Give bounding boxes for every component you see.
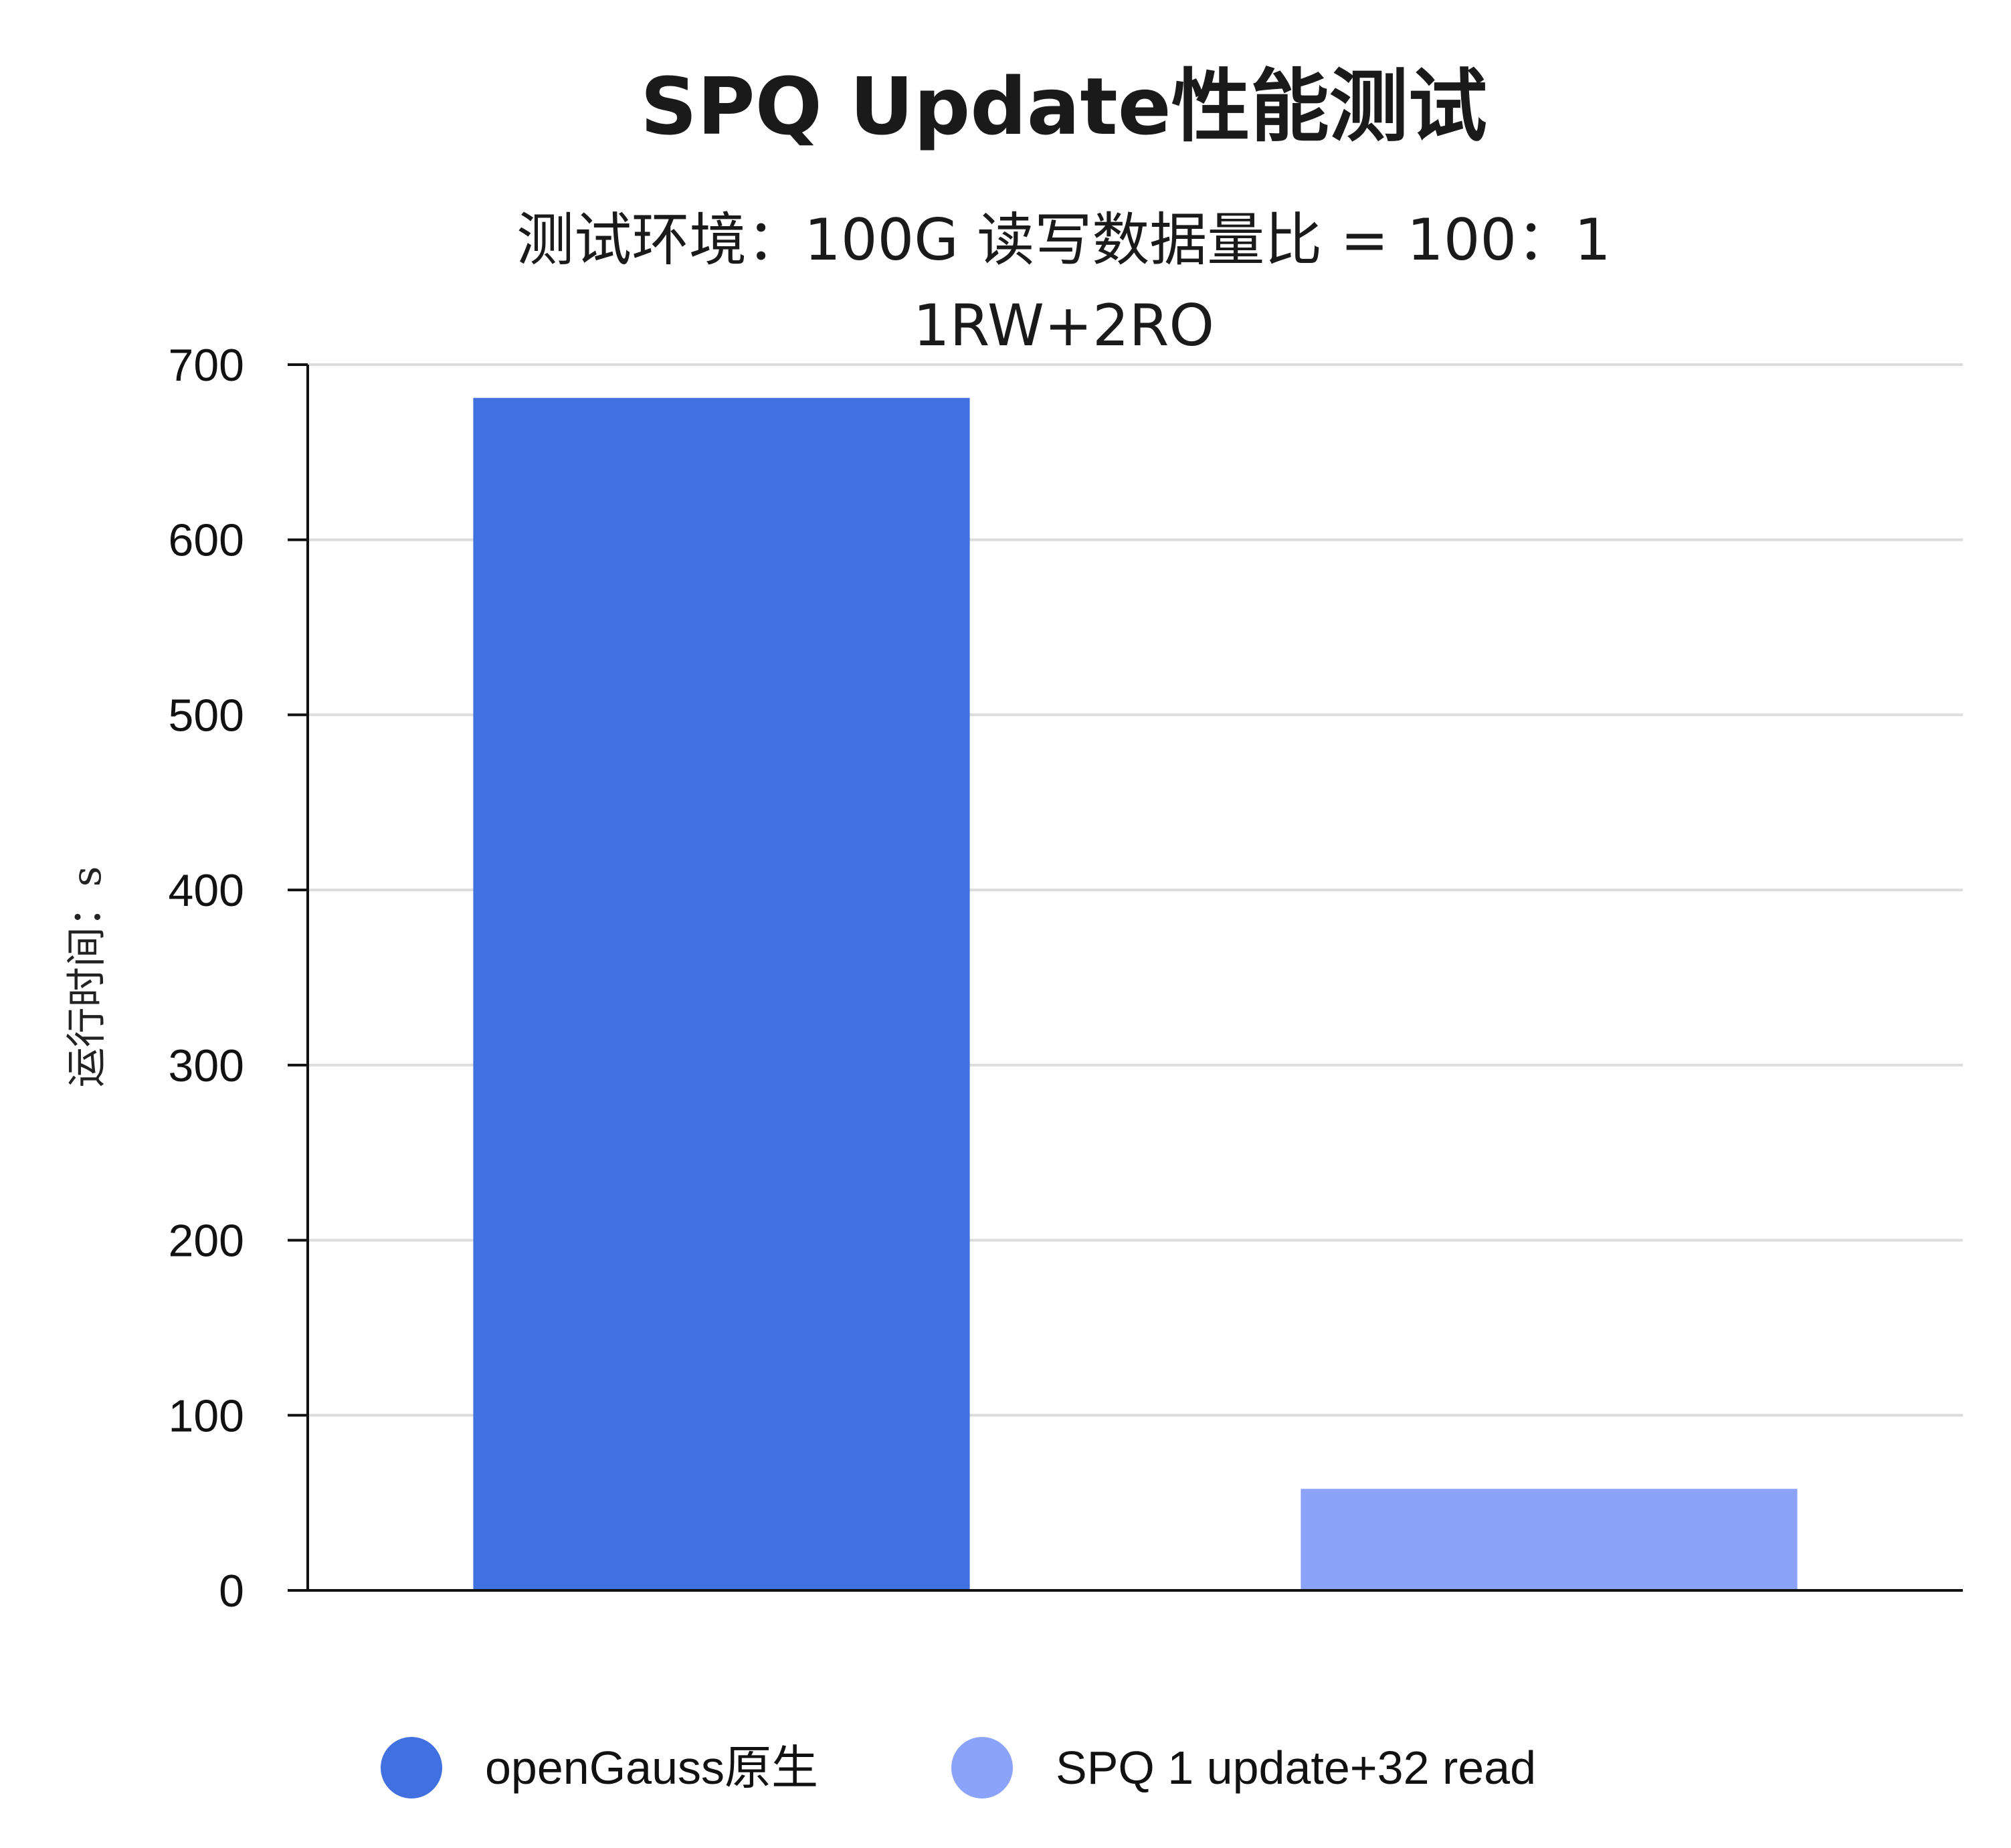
y-axis-ticks: 0 100 200 300 400 500 600 700 [169, 340, 308, 1616]
y-tick-label: 200 [169, 1216, 244, 1267]
bar-1 [473, 397, 970, 1590]
bars [473, 397, 1798, 1590]
bar-2 [1301, 1489, 1798, 1590]
y-tick-label: 700 [169, 340, 244, 391]
y-axis-label: 运行时间：s [64, 866, 110, 1088]
y-tick-label: 500 [169, 690, 244, 741]
chart-subtitle-line-2: 1RW+2RO [913, 292, 1214, 359]
legend-label-2: SPQ 1 update+32 read [1056, 1742, 1536, 1794]
legend: openGauss原生 SPQ 1 update+32 read [381, 1737, 1536, 1798]
y-tick-label: 0 [219, 1566, 244, 1616]
y-tick-label: 100 [169, 1390, 244, 1441]
legend-marker-1 [381, 1737, 442, 1798]
chart-subtitle-line-1: 测试环境：100G 读写数据量比 = 100：1 [516, 207, 1611, 274]
chart-title: SPQ Update性能测试 [640, 60, 1487, 153]
y-tick-label: 400 [169, 865, 244, 916]
y-tick-label: 600 [169, 515, 244, 566]
legend-label-1: openGauss原生 [485, 1742, 818, 1794]
y-tick-label: 300 [169, 1040, 244, 1091]
legend-marker-2 [951, 1737, 1013, 1798]
